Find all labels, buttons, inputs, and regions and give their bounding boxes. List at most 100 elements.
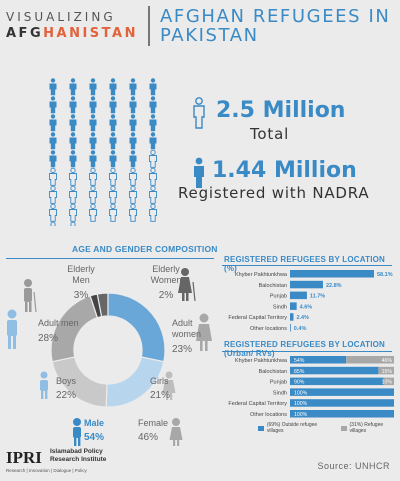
urban-row-label: Sindh — [273, 390, 287, 396]
filled-person-icon — [109, 114, 117, 132]
filled-person-icon — [129, 150, 137, 168]
filled-person-icon — [109, 78, 117, 96]
filled-person-icon — [69, 150, 77, 168]
age-gender-rule — [6, 258, 214, 259]
urban-bar-outside — [290, 410, 394, 418]
label-elderly-women: Elderly Women 2% — [150, 264, 182, 301]
outline-person-icon — [109, 203, 117, 222]
outline-person-icon — [49, 167, 57, 186]
filled-person-icon — [49, 78, 57, 96]
filled-person-icon — [49, 132, 57, 150]
outline-person-icon — [49, 203, 57, 222]
girl-icon — [162, 371, 176, 400]
urban-bar-outside — [290, 377, 384, 386]
brand-line-2: AFGHANISTAN — [6, 26, 138, 41]
urban-rule — [222, 351, 392, 352]
filled-person-icon — [49, 96, 57, 114]
location-bar-value: 4.6% — [300, 304, 313, 310]
outline-person-icon — [89, 185, 97, 204]
filled-person-icon — [109, 150, 117, 168]
outline-person-icon — [69, 167, 77, 186]
filled-person-icon — [89, 114, 97, 132]
nadra-value: 1.44 Million — [212, 158, 357, 183]
outline-person-icon — [149, 167, 157, 186]
age-gender-chart — [7, 268, 212, 446]
outline-person-icon — [109, 167, 117, 186]
urban-bar-outside-value: 100% — [294, 390, 308, 396]
urban-row-label: Balochistan — [259, 369, 287, 375]
label-elderly-men: Elderly Men 3% — [67, 264, 95, 301]
location-bar-value: 2.4% — [296, 315, 309, 321]
label-boys: Boys 22% — [56, 376, 77, 401]
nadra-label: Registered with NADRA — [178, 184, 370, 202]
outline-person-icon — [69, 203, 77, 222]
location-row-label: Other locations — [250, 326, 287, 332]
location-bar-chart: Khyber Pakhtunkhwa 58.1% Balochistan 22.8% P… — [228, 270, 393, 332]
filled-person-icon — [129, 114, 137, 132]
filled-person-icon — [89, 96, 97, 114]
location-bar-value: 58.1% — [377, 272, 393, 278]
header-divider — [148, 6, 150, 46]
ipri-tagline: Research | Innovation | Dialogue | Polic… — [6, 468, 87, 473]
label-adult-women: Adult women 23% — [172, 318, 202, 355]
label-adult-men: Adult men 28% — [38, 318, 79, 344]
filled-person-icon — [149, 78, 157, 96]
donut-slice-elderly-women — [89, 293, 103, 319]
label-girls: Girls 21% — [150, 376, 171, 401]
location-bar — [290, 291, 307, 300]
total-label: Total — [250, 125, 290, 143]
urban-bar-inside-value: 10% — [382, 380, 393, 386]
age-gender-title: AGE AND GENDER COMPOSITION — [72, 244, 218, 254]
urban-bar-chart: Khyber Pakhtunkhwa 54% 46% Balochistan 85% 15… — [228, 356, 394, 418]
outline-person-icon — [129, 167, 137, 186]
legend-swatch-outside — [258, 425, 264, 431]
filled-person-icon — [69, 114, 77, 132]
urban-bar-inside — [346, 356, 394, 364]
outline-person-icon — [149, 185, 157, 204]
location-row-label: Punjab — [270, 294, 287, 300]
elderly-woman-icon — [178, 268, 196, 302]
location-bar-value: 0.4% — [294, 326, 307, 332]
filled-person-icon — [129, 132, 137, 150]
urban-row-label: Federal Capital Territory — [228, 401, 287, 407]
legend-inside: (31%) Refugee villages — [349, 422, 384, 434]
location-row-label: Federal Capital Territory — [228, 315, 287, 321]
urban-bar-outside — [290, 388, 394, 396]
location-bar — [290, 313, 294, 321]
ipri-logo: IPRI — [6, 448, 42, 467]
urban-legend: (69%) Outside refugee villages (31%) Ref… — [258, 422, 400, 434]
legend-outside: (69%) Outside refugee villages — [266, 422, 318, 434]
filled-person-icon — [69, 132, 77, 150]
donut-slice-adult-men — [107, 292, 166, 363]
adult-man-icon — [7, 309, 17, 349]
urban-row-label: Other locations — [250, 412, 287, 418]
urban-bar-inside — [383, 377, 394, 386]
outline-person-icon — [69, 185, 77, 204]
elderly-man-icon — [24, 279, 37, 313]
outline-person-icon — [193, 97, 205, 129]
urban-bar-inside-value: 15% — [382, 369, 393, 375]
outline-person-icon — [129, 203, 137, 222]
outline-person-icon — [50, 221, 56, 226]
urban-row-label: Punjab — [270, 380, 287, 386]
source-note: Source: UNHCR — [317, 461, 390, 471]
urban-bar-outside-value: 90% — [294, 380, 305, 386]
outline-person-icon — [149, 149, 157, 168]
ipri-org-name: Islamabad Policy Research Institute — [50, 448, 107, 463]
filled-person-icon — [149, 132, 157, 150]
location-title: REGISTERED REFUGEES BY LOCATION (%) — [224, 255, 386, 273]
urban-bar-outside-value: 100% — [294, 401, 308, 407]
filled-person-icon — [69, 78, 77, 96]
location-bar — [290, 302, 297, 310]
filled-person-icon — [129, 78, 137, 96]
filled-person-icon — [89, 132, 97, 150]
adult-woman-icon — [196, 313, 212, 351]
filled-person-icon — [69, 96, 77, 114]
location-row-label: Balochistan — [259, 283, 287, 289]
pictogram-grid — [49, 78, 157, 226]
urban-bar-outside-value: 100% — [294, 412, 308, 418]
outline-person-icon — [149, 203, 157, 222]
legend-swatch-inside — [340, 425, 347, 431]
location-rule — [222, 265, 392, 266]
filled-person-icon — [109, 132, 117, 150]
